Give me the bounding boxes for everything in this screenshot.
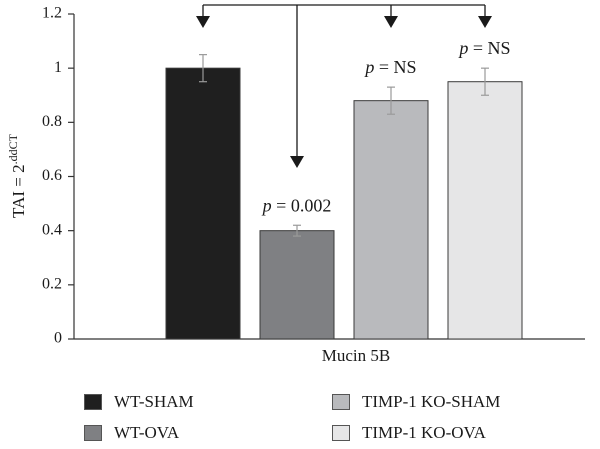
y-tick-label-4: 0.8 [42, 113, 62, 130]
annotation-timp-1-ko-ova: p = NS [457, 38, 510, 58]
bar-timp-1-ko-sham [353, 100, 429, 340]
error-bar-wt-sham [199, 54, 207, 83]
annotation-timp-1-ko-sham: p = NS [363, 57, 416, 77]
y-tick-label-5: 1 [54, 59, 62, 76]
legend: WT-SHAM TIMP-1 KO-SHAM WT-OVA TIMP-1 KO-… [84, 388, 584, 446]
error-bars-layer [199, 54, 489, 237]
legend-swatch-timp1-ko-ova [332, 425, 350, 441]
legend-item-timp1-ko-sham: TIMP-1 KO-SHAM [332, 390, 500, 414]
error-bar-timp-1-ko-ova [481, 67, 489, 96]
arrowhead-timp-1-ko-ova [478, 16, 492, 28]
legend-item-wt-ova: WT-OVA [84, 421, 179, 445]
y-tick-label-0: 0 [54, 330, 62, 347]
bar-chart: 0 0.2 0.4 0.6 0.8 1 1.2 TAI = 2.ddCT Muc… [6, 4, 585, 365]
legend-item-timp1-ko-ova: TIMP-1 KO-OVA [332, 421, 486, 445]
comparison-bracket [196, 4, 492, 168]
y-ticks: 0 0.2 0.4 0.6 0.8 1 1.2 [42, 5, 74, 347]
arrowhead-timp-1-ko-sham [384, 16, 398, 28]
y-tick-label-2: 0.4 [42, 221, 62, 238]
bars-layer [165, 67, 523, 340]
error-bar-timp-1-ko-sham [387, 86, 395, 115]
legend-swatch-timp1-ko-sham [332, 394, 350, 410]
error-bar-wt-ova [293, 224, 301, 237]
legend-swatch-wt-ova [84, 425, 102, 441]
annotations-layer: p = 0.002 p = NS p = NS [261, 38, 511, 215]
bar-timp-1-ko-ova [447, 81, 523, 340]
legend-label-timp1-ko-ova: TIMP-1 KO-OVA [362, 423, 486, 442]
legend-swatch-wt-sham [84, 394, 102, 410]
legend-item-wt-sham: WT-SHAM [84, 390, 194, 414]
arrowhead-wt-ova [290, 156, 304, 168]
legend-label-timp1-ko-sham: TIMP-1 KO-SHAM [362, 392, 501, 411]
legend-label-wt-sham: WT-SHAM [114, 392, 194, 411]
x-axis-label: Mucin 5B [322, 346, 390, 365]
bar-wt-sham [165, 67, 241, 340]
y-axis-label: TAI = 2.ddCT [6, 133, 28, 218]
legend-label-wt-ova: WT-OVA [114, 423, 180, 442]
y-tick-label-1: 0.2 [42, 276, 62, 293]
y-tick-label-3: 0.6 [42, 167, 62, 184]
bar-wt-ova [259, 230, 335, 340]
arrowhead-wt-sham [196, 16, 210, 28]
annotation-wt-ova: p = 0.002 [261, 195, 332, 215]
y-tick-label-6: 1.2 [42, 5, 62, 22]
